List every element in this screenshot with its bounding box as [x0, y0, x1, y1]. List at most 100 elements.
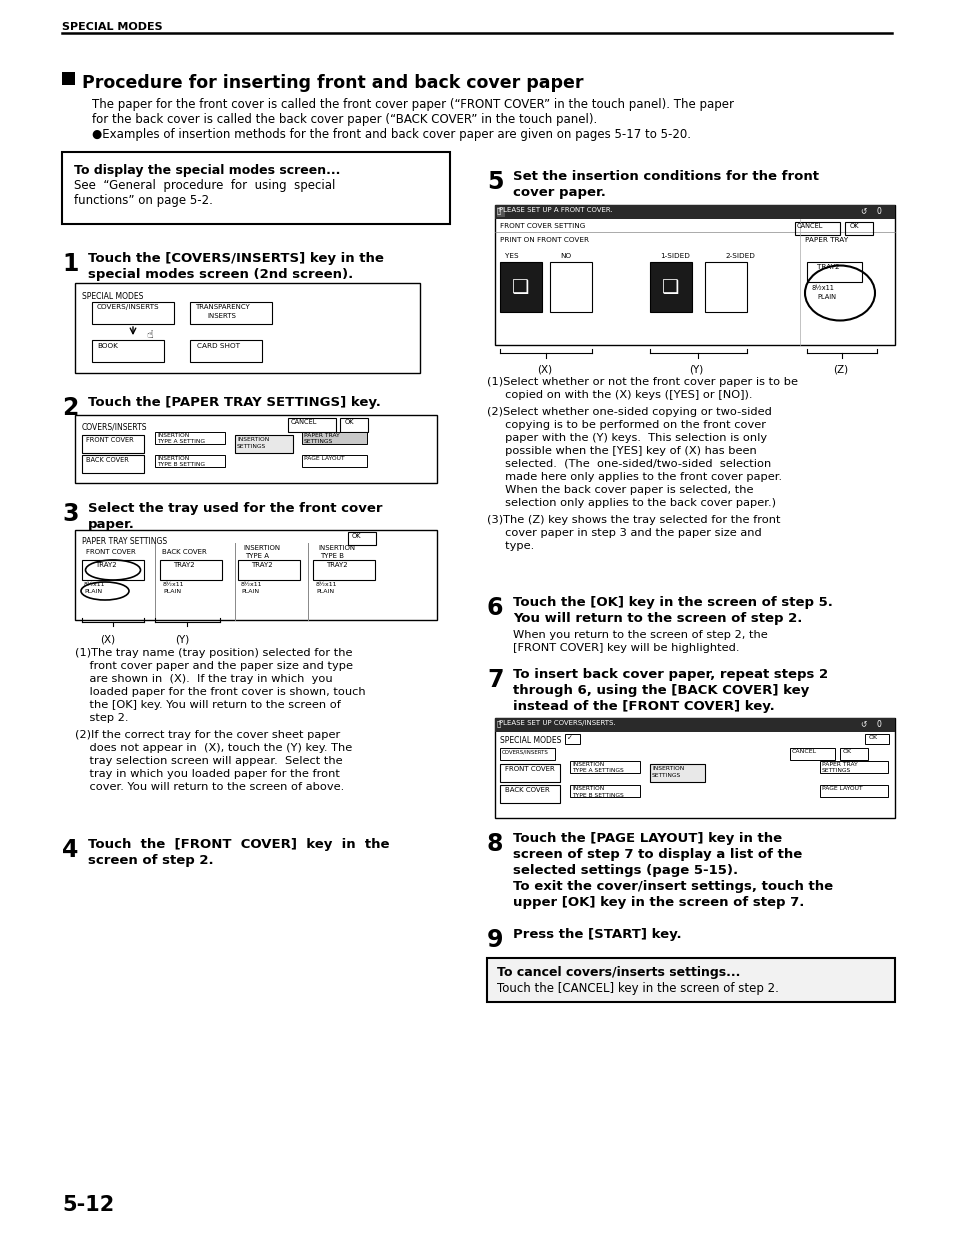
Text: (2)If the correct tray for the cover sheet paper: (2)If the correct tray for the cover she…	[75, 730, 340, 740]
Text: TYPE A SETTING: TYPE A SETTING	[157, 438, 205, 445]
Text: TRAY2: TRAY2	[251, 562, 273, 568]
Text: ⎘: ⎘	[497, 720, 500, 726]
Bar	[820, 785, 887, 797]
Text: front cover paper and the paper size and type: front cover paper and the paper size and…	[75, 661, 353, 671]
Text: INSERTS: INSERTS	[207, 312, 235, 319]
Text: 8: 8	[486, 832, 503, 856]
Text: SETTINGS: SETTINGS	[651, 773, 680, 778]
Text: selected.  (The  one-sided/two-sided  selection: selected. (The one-sided/two-sided selec…	[486, 459, 770, 469]
Text: Touch  the  [FRONT  COVER]  key  in  the: Touch the [FRONT COVER] key in the	[88, 839, 389, 851]
Text: INSERTION: INSERTION	[243, 545, 280, 551]
Text: ❑: ❑	[661, 278, 679, 296]
Text: (1)The tray name (tray position) selected for the: (1)The tray name (tray position) selecte…	[75, 648, 352, 658]
Bar	[75, 415, 436, 483]
Text: OK: OK	[352, 534, 361, 538]
Text: 3: 3	[62, 501, 78, 526]
Text: are shown in  (X).  If the tray in which  you: are shown in (X). If the tray in which y…	[75, 674, 333, 684]
Text: through 6, using the [BACK COVER] key: through 6, using the [BACK COVER] key	[513, 684, 808, 697]
Text: INSERTION: INSERTION	[236, 437, 269, 442]
Text: TYPE B SETTINGS: TYPE B SETTINGS	[572, 793, 623, 798]
Text: copying is to be performed on the front cover: copying is to be performed on the front …	[486, 420, 765, 430]
Text: ●Examples of insertion methods for the front and back cover paper are given on p: ●Examples of insertion methods for the f…	[91, 128, 690, 141]
Bar	[75, 530, 436, 620]
Bar	[62, 72, 75, 85]
Text: BACK COVER: BACK COVER	[162, 550, 207, 555]
Text: ⎘: ⎘	[497, 207, 500, 214]
Text: 0: 0	[876, 207, 881, 216]
Text: INSERTION: INSERTION	[572, 762, 603, 767]
Text: BOOK: BOOK	[97, 343, 118, 350]
Bar	[190, 340, 262, 362]
Text: PLAIN: PLAIN	[163, 589, 181, 594]
Text: SETTINGS: SETTINGS	[304, 438, 333, 445]
Text: TRAY2: TRAY2	[326, 562, 347, 568]
Text: Procedure for inserting front and back cover paper: Procedure for inserting front and back c…	[82, 74, 583, 91]
Text: To cancel covers/inserts settings...: To cancel covers/inserts settings...	[497, 966, 740, 979]
Bar	[495, 205, 894, 345]
Bar	[550, 262, 592, 312]
Text: 6: 6	[486, 597, 503, 620]
Bar	[499, 748, 555, 760]
Text: INSERTION: INSERTION	[157, 433, 189, 438]
Text: To exit the cover/insert settings, touch the: To exit the cover/insert settings, touch…	[513, 881, 832, 893]
Text: PAPER TRAY: PAPER TRAY	[304, 433, 339, 438]
Text: instead of the [FRONT COVER] key.: instead of the [FRONT COVER] key.	[513, 700, 774, 713]
Bar	[495, 718, 894, 818]
Text: 1-SIDED: 1-SIDED	[659, 253, 689, 259]
Bar	[237, 559, 299, 580]
Text: PLAIN: PLAIN	[241, 589, 259, 594]
Text: 8½x11: 8½x11	[84, 582, 106, 587]
Text: PAGE LAYOUT: PAGE LAYOUT	[821, 785, 862, 790]
Bar	[497, 207, 504, 217]
Text: TYPE B SETTING: TYPE B SETTING	[157, 462, 205, 467]
Text: TYPE B: TYPE B	[319, 553, 344, 559]
Bar	[864, 734, 888, 743]
Text: COVERS/INSERTS: COVERS/INSERTS	[501, 748, 548, 755]
Text: INSERTION: INSERTION	[572, 785, 603, 790]
Text: selection only applies to the back cover paper.): selection only applies to the back cover…	[486, 498, 775, 508]
Text: TYPE A SETTINGS: TYPE A SETTINGS	[572, 768, 623, 773]
Bar	[564, 734, 579, 743]
Text: 2-SIDED: 2-SIDED	[724, 253, 754, 259]
Text: COVERS/INSERTS: COVERS/INSERTS	[82, 424, 148, 432]
Bar	[486, 958, 894, 1002]
Text: step 2.: step 2.	[75, 713, 129, 722]
Text: CANCEL: CANCEL	[291, 419, 317, 425]
Text: 7: 7	[486, 668, 503, 692]
Bar	[820, 761, 887, 773]
Text: ↺: ↺	[859, 207, 865, 216]
Text: Touch the [OK] key in the screen of step 5.: Touch the [OK] key in the screen of step…	[513, 597, 832, 609]
Text: Touch the [CANCEL] key in the screen of step 2.: Touch the [CANCEL] key in the screen of …	[497, 982, 778, 995]
Text: OK: OK	[868, 735, 877, 740]
Text: The paper for the front cover is called the front cover paper (“FRONT COVER” in : The paper for the front cover is called …	[91, 98, 733, 111]
Text: for the back cover is called the back cover paper (“BACK COVER” in the touch pan: for the back cover is called the back co…	[91, 112, 597, 126]
Text: You will return to the screen of step 2.: You will return to the screen of step 2.	[513, 613, 801, 625]
Text: INSERTION: INSERTION	[651, 766, 683, 771]
Text: BACK COVER: BACK COVER	[504, 787, 549, 793]
Bar	[499, 785, 559, 803]
Bar	[234, 435, 293, 453]
Text: OK: OK	[849, 224, 859, 228]
Text: BACK COVER: BACK COVER	[86, 457, 129, 463]
Text: Touch the [PAPER TRAY SETTINGS] key.: Touch the [PAPER TRAY SETTINGS] key.	[88, 396, 380, 409]
Text: YES: YES	[504, 253, 518, 259]
Bar	[499, 262, 541, 312]
Bar	[154, 432, 225, 445]
Text: ❑: ❑	[512, 278, 529, 296]
Text: the [OK] key. You will return to the screen of: the [OK] key. You will return to the scr…	[75, 700, 340, 710]
Text: 8½x11: 8½x11	[241, 582, 262, 587]
Bar	[91, 340, 164, 362]
Text: (Y): (Y)	[688, 366, 702, 375]
Bar	[495, 718, 894, 732]
Text: paper with the (Y) keys.  This selection is only: paper with the (Y) keys. This selection …	[486, 433, 766, 443]
Bar	[313, 559, 375, 580]
Bar	[82, 435, 144, 453]
Text: TRAY2: TRAY2	[95, 562, 116, 568]
Text: ↺: ↺	[859, 720, 865, 729]
Bar	[806, 262, 862, 282]
Bar	[649, 764, 704, 782]
Text: TRANSPARENCY: TRANSPARENCY	[194, 304, 250, 310]
Text: See  “General  procedure  for  using  special: See “General procedure for using special	[74, 179, 335, 191]
Text: functions” on page 5-2.: functions” on page 5-2.	[74, 194, 213, 207]
Text: OK: OK	[345, 419, 355, 425]
